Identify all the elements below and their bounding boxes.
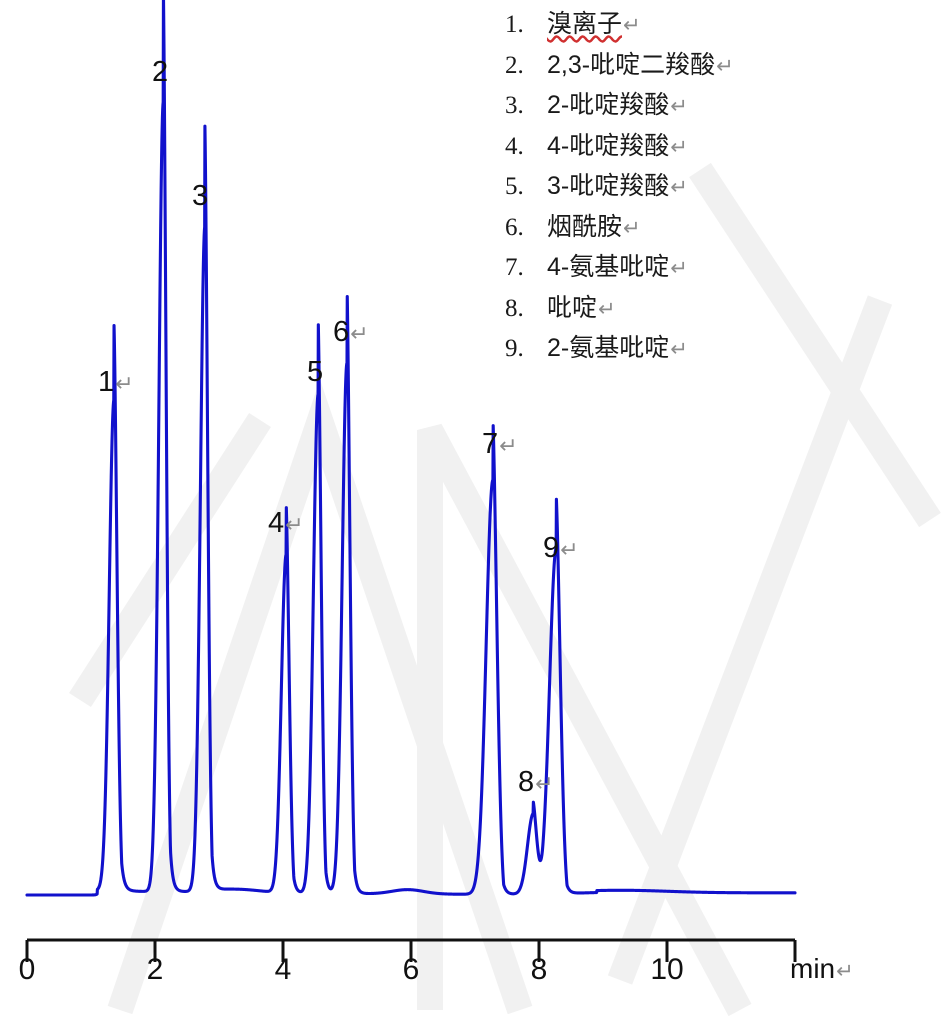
pilcrow-icon: ↵ (115, 372, 134, 397)
pilcrow-icon: ↵ (623, 215, 641, 240)
pilcrow-icon: ↵ (836, 959, 854, 983)
legend-item-label: 2-氨基吡啶 (547, 334, 670, 362)
pilcrow-icon: ↵ (670, 256, 688, 280)
x-axis-tick-label-10: 10 (650, 953, 684, 986)
legend-item-number: 3. (505, 92, 524, 119)
legend-item-1: 1. 溴离子 ↵ (505, 4, 935, 45)
pilcrow-icon: ↵ (670, 134, 688, 159)
pilcrow-icon: ↵ (623, 13, 641, 37)
peak-label-number: 1 (98, 366, 115, 398)
peak-label-number: 8 (518, 766, 535, 798)
peak-label-6: 6↵ (333, 318, 369, 347)
axis-unit-label: min↵ (790, 955, 854, 983)
legend-item-number: 7. (505, 254, 524, 281)
pilcrow-icon: ↵ (285, 513, 304, 538)
legend-item-number: 6. (505, 213, 524, 241)
x-axis-tick-label-2: 2 (146, 953, 164, 986)
legend-item-label: 2,3-吡啶二羧酸 (547, 50, 716, 79)
peak-label-number: 6 (333, 316, 350, 348)
peak-label-number: 3 (192, 180, 209, 212)
legend-item-9: 9. 2-氨基吡啶 ↵ (505, 328, 935, 369)
legend-item-label: 溴离子 (547, 10, 623, 38)
legend-item-number: 1. (505, 11, 524, 38)
peak-label-7: 7↵ (482, 430, 518, 459)
legend-item-label: 2-吡啶羧酸 (547, 91, 670, 119)
peak-label-3: 3 (192, 182, 208, 211)
peak-label-4: 4↵ (268, 509, 304, 538)
pilcrow-icon: ↵ (598, 296, 616, 321)
peak-label-8: 8↵ (518, 768, 554, 797)
pilcrow-icon: ↵ (716, 53, 734, 78)
x-axis-tick-label-6: 6 (402, 953, 420, 986)
legend-item-3: 3. 2-吡啶羧酸 ↵ (505, 85, 935, 126)
legend-item-2: 2. 2,3-吡啶二羧酸 ↵ (505, 45, 935, 86)
peak-label-number: 7 (482, 428, 499, 460)
legend-item-label: 烟酰胺 (547, 212, 623, 241)
peak-label-number: 2 (152, 56, 169, 88)
legend-item-number: 9. (505, 335, 524, 362)
legend-item-5: 5. 3-吡啶羧酸 ↵ (505, 166, 935, 207)
pilcrow-icon: ↵ (499, 434, 518, 459)
legend-item-number: 8. (505, 294, 524, 322)
legend-item-7: 7. 4-氨基吡啶 ↵ (505, 247, 935, 288)
legend-item-number: 5. (505, 173, 524, 200)
legend-item-number: 4. (505, 132, 524, 160)
legend-item-label: 4-吡啶羧酸 (547, 131, 670, 160)
pilcrow-icon: ↵ (670, 94, 688, 118)
peak-label-number: 9 (543, 532, 560, 564)
peak-label-2: 2 (152, 58, 168, 87)
pilcrow-icon: ↵ (670, 175, 688, 199)
x-axis-tick-label-0: 0 (18, 953, 36, 986)
pilcrow-icon: ↵ (560, 538, 579, 563)
legend-item-4: 4. 4-吡啶羧酸 ↵ (505, 126, 935, 167)
peak-label-1: 1↵ (98, 368, 134, 397)
legend-item-label: 3-吡啶羧酸 (547, 172, 670, 200)
pilcrow-icon: ↵ (670, 337, 688, 361)
legend-item-6: 6. 烟酰胺 ↵ (505, 207, 935, 248)
pilcrow-icon: ↵ (535, 772, 554, 797)
legend-item-number: 2. (505, 51, 524, 79)
x-axis-tick-label-8: 8 (530, 953, 548, 986)
legend-item-label: 吡啶 (547, 293, 598, 322)
peak-label-5: 5 (307, 358, 323, 387)
legend-item-8: 8. 吡啶 ↵ (505, 288, 935, 329)
legend-item-label: 4-氨基吡啶 (547, 253, 670, 281)
x-axis-tick-label-4: 4 (274, 953, 292, 986)
peak-label-9: 9↵ (543, 534, 579, 563)
axis-unit-text: min (790, 953, 836, 984)
peak-label-number: 4 (268, 507, 285, 539)
compound-legend: 1. 溴离子 ↵ 2. 2,3-吡啶二羧酸 ↵ 3. 2-吡啶羧酸 ↵ 4. 4-吡啶羧酸 ↵ 5. 3-… (505, 4, 935, 369)
peak-label-number: 5 (307, 356, 324, 388)
pilcrow-icon: ↵ (350, 322, 369, 347)
